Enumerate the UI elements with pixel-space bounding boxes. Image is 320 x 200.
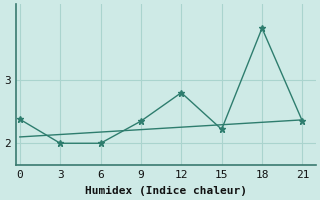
X-axis label: Humidex (Indice chaleur): Humidex (Indice chaleur): [85, 186, 247, 196]
